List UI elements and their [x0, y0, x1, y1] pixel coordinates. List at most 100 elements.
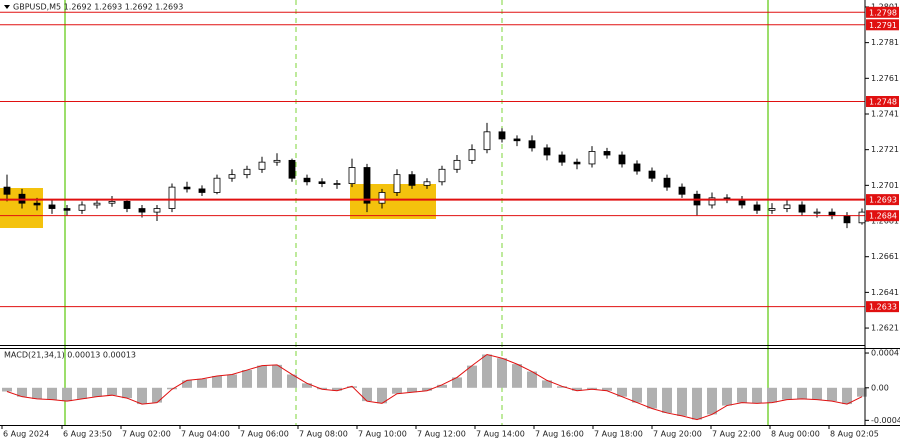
histogram-bar: [542, 380, 552, 388]
x-tick-label: 8 Aug 02:05: [830, 430, 879, 439]
candle-body: [528, 140, 536, 149]
histogram-bar: [392, 387, 402, 394]
candle-body: [138, 208, 146, 213]
histogram-bar: [677, 387, 687, 416]
histogram-bar: [407, 387, 417, 393]
histogram-bar: [92, 387, 102, 397]
histogram-bar: [32, 387, 42, 399]
candle-body: [513, 138, 521, 142]
histogram-bar: [182, 380, 192, 388]
x-tick-label: 7 Aug 08:00: [299, 430, 348, 439]
histogram-bar: [482, 354, 492, 388]
candle-body: [63, 208, 71, 211]
x-tick-label: 6 Aug 23:50: [63, 430, 112, 439]
histogram-bar: [467, 365, 477, 388]
indicator-title: MACD(21,34,1) 0.00013 0.00013: [4, 351, 136, 360]
candle-body: [318, 181, 326, 184]
histogram-bar: [107, 387, 117, 396]
candle-body: [798, 204, 806, 213]
histogram-bar: [452, 377, 462, 388]
candle-body: [258, 161, 266, 170]
candle-body: [408, 174, 416, 186]
histogram-bar: [257, 365, 267, 388]
histogram-bar: [437, 384, 447, 388]
x-tick-label: 6 Aug 2024: [3, 430, 49, 439]
histogram-bar: [632, 387, 642, 403]
histogram-bar: [557, 386, 567, 388]
histogram-bar: [137, 387, 147, 405]
histogram-bar: [752, 387, 762, 404]
candle-body: [333, 183, 341, 185]
candle-body: [3, 186, 11, 195]
histogram-bar: [737, 387, 747, 403]
x-tick-label: 7 Aug 02:00: [122, 430, 171, 439]
candle-body: [663, 177, 671, 188]
y-tick-label: 1.2621: [871, 324, 899, 333]
histogram-bar: [302, 383, 312, 388]
histogram-bar: [227, 374, 237, 388]
candle-body: [828, 211, 836, 217]
histogram-bar: [287, 374, 297, 388]
candle-body: [603, 151, 611, 156]
y-tick-label: 1.2701: [871, 181, 899, 190]
histogram-bar: [122, 387, 132, 399]
histogram-bar: [617, 387, 627, 397]
histogram-bar: [332, 387, 342, 391]
histogram-bar: [167, 387, 177, 390]
histogram-bar: [662, 387, 672, 413]
candle-body: [93, 202, 101, 206]
candle-body: [303, 177, 311, 183]
candle-body: [768, 208, 776, 211]
chart-title: GBPUSD,M5 1.2692 1.2693 1.2692 1.2693: [13, 3, 183, 12]
histogram-bar: [272, 364, 282, 388]
histogram-bar: [647, 387, 657, 409]
candle-body: [543, 147, 551, 156]
y-tick-label: 1.2641: [871, 288, 899, 297]
histogram-bar: [77, 387, 87, 399]
candle-body: [108, 200, 116, 204]
candle-body: [183, 186, 191, 190]
level-label-box: [866, 194, 899, 206]
x-tick-label: 7 Aug 20:00: [653, 430, 702, 439]
y-tick-label: 1.2721: [871, 145, 899, 154]
x-tick-label: 7 Aug 12:00: [417, 430, 466, 439]
histogram-bar: [377, 387, 387, 404]
candle-body: [708, 197, 716, 206]
candle-body: [393, 174, 401, 193]
y-tick-label: -0.00044: [871, 416, 900, 425]
candle-body: [843, 215, 851, 224]
candle-body: [633, 163, 641, 172]
histogram-bar: [827, 387, 837, 402]
candle-body: [33, 202, 41, 206]
y-tick-label: 0.00047: [871, 349, 900, 358]
candle-body: [573, 161, 581, 165]
candle-body: [363, 167, 371, 204]
histogram-bar: [242, 370, 252, 388]
x-tick-label: 7 Aug 16:00: [535, 430, 584, 439]
x-tick-label: 7 Aug 18:00: [594, 430, 643, 439]
candle-body: [813, 211, 821, 214]
candle-body: [78, 204, 86, 211]
histogram-bar: [212, 375, 222, 388]
histogram-bar: [797, 387, 807, 399]
candle-body: [153, 208, 161, 213]
histogram-bar: [317, 387, 327, 390]
candle-body: [243, 168, 251, 176]
candle-body: [453, 159, 461, 170]
histogram-bar: [707, 387, 717, 415]
histogram-bar: [47, 387, 57, 400]
candle-body: [483, 131, 491, 151]
candle-body: [468, 149, 476, 161]
candle-body: [198, 188, 206, 193]
level-label: 1.2633: [869, 303, 897, 312]
candle-body: [288, 159, 296, 179]
level-label-box: [866, 19, 899, 31]
x-tick-label: 8 Aug 00:00: [771, 430, 820, 439]
histogram-bar: [497, 358, 507, 388]
level-label-box: [866, 210, 899, 222]
candle-body: [618, 154, 626, 165]
x-tick-label: 7 Aug 22:00: [712, 430, 761, 439]
x-tick-label: 7 Aug 10:00: [358, 430, 407, 439]
signal-line: [6, 353, 863, 421]
